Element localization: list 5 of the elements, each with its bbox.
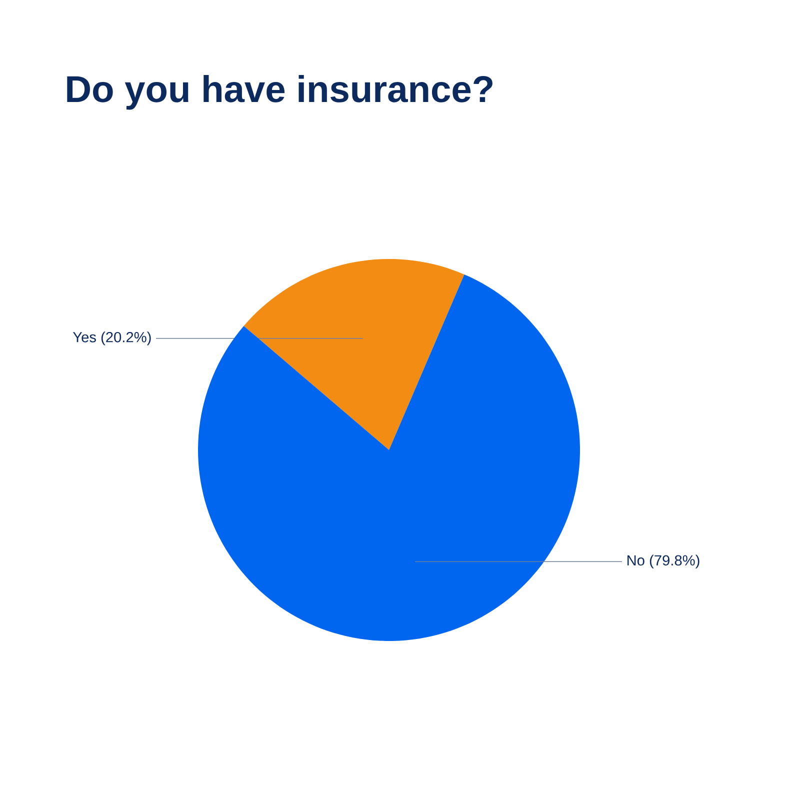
slice-label: No <box>628 555 644 566</box>
data-label: (79.8%) <box>650 554 700 568</box>
chart-title: Do you have insurance? <box>67 75 492 110</box>
slice-label: Yes <box>72 332 96 342</box>
data-label: (20.2%) <box>101 332 151 346</box>
